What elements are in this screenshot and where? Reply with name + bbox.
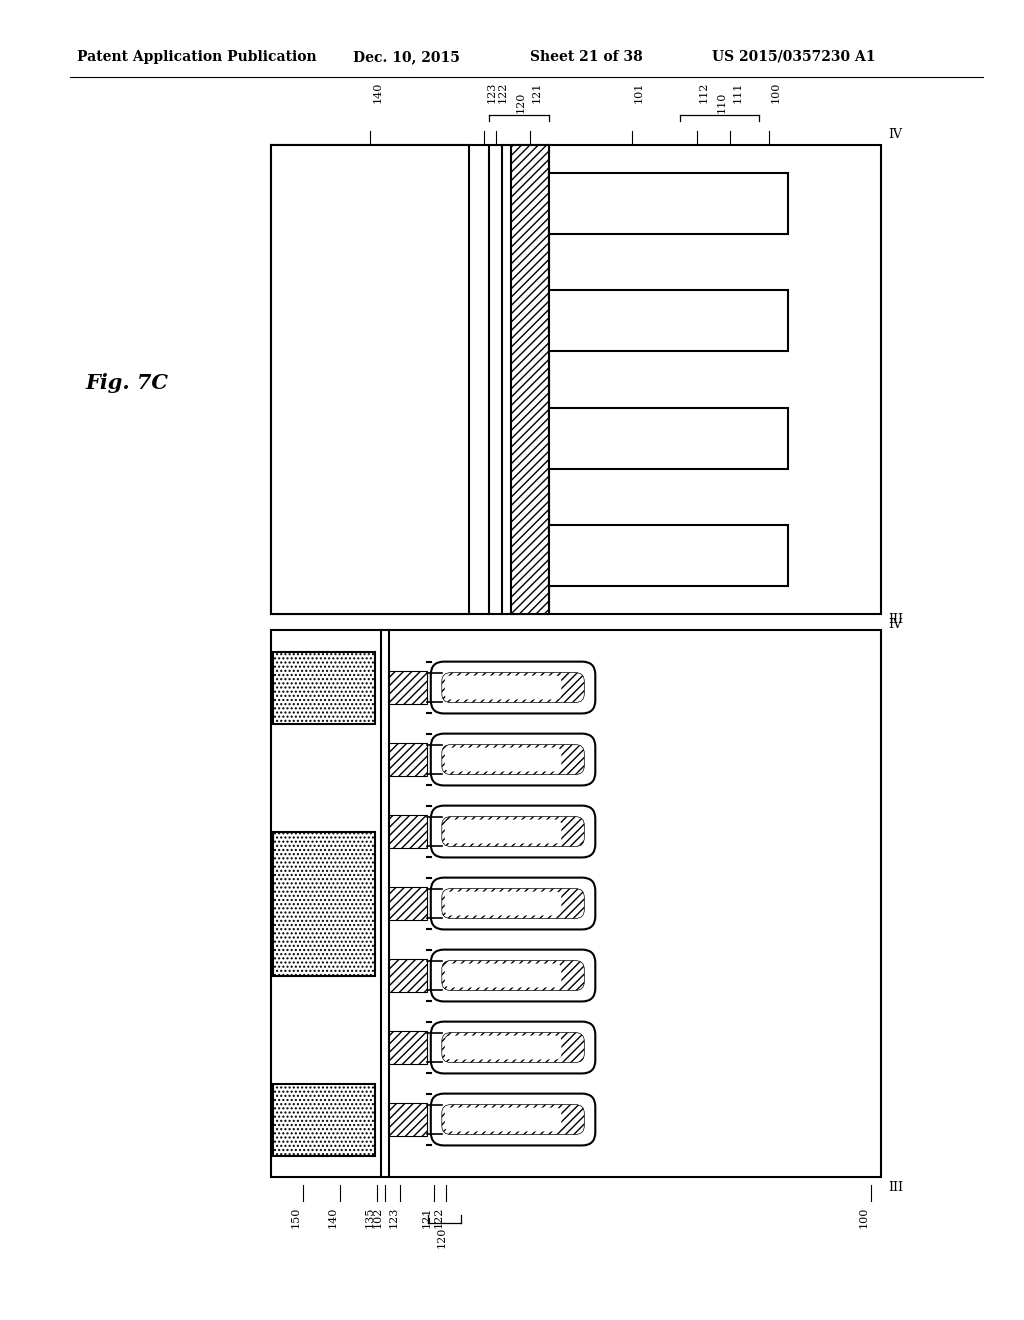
Text: 110: 110 <box>717 92 726 114</box>
Bar <box>549 173 787 234</box>
FancyBboxPatch shape <box>441 961 585 990</box>
Bar <box>389 887 427 920</box>
Text: Patent Application Publication: Patent Application Publication <box>77 50 316 63</box>
FancyBboxPatch shape <box>441 817 585 846</box>
Text: III: III <box>889 612 903 626</box>
FancyBboxPatch shape <box>441 817 585 846</box>
Text: IV: IV <box>889 128 902 141</box>
FancyBboxPatch shape <box>441 1105 585 1134</box>
Bar <box>389 816 427 847</box>
Text: 135: 135 <box>365 1206 375 1228</box>
Bar <box>389 743 427 776</box>
Text: Fig. 7C: Fig. 7C <box>85 372 168 393</box>
Text: 100: 100 <box>859 1206 868 1228</box>
Bar <box>389 1104 427 1135</box>
Text: 102: 102 <box>373 1206 383 1228</box>
Text: 120: 120 <box>516 92 526 114</box>
Bar <box>549 290 787 351</box>
FancyBboxPatch shape <box>444 964 561 987</box>
Text: IV: IV <box>889 618 902 631</box>
Text: 121: 121 <box>422 1206 432 1228</box>
FancyBboxPatch shape <box>444 820 561 843</box>
Bar <box>558 533 778 577</box>
Text: 122: 122 <box>498 82 508 103</box>
Bar <box>273 652 375 723</box>
Bar <box>389 1031 427 1064</box>
FancyBboxPatch shape <box>431 734 595 785</box>
Text: 122: 122 <box>434 1206 443 1228</box>
Text: 120: 120 <box>436 1226 446 1247</box>
FancyBboxPatch shape <box>431 949 595 1002</box>
Text: 121: 121 <box>531 82 542 103</box>
Text: III: III <box>889 1181 903 1195</box>
Bar <box>558 182 778 226</box>
Text: 101: 101 <box>634 82 644 103</box>
Bar <box>549 408 787 469</box>
FancyBboxPatch shape <box>441 1032 585 1063</box>
FancyBboxPatch shape <box>441 888 585 919</box>
FancyBboxPatch shape <box>441 744 585 775</box>
FancyBboxPatch shape <box>441 961 585 990</box>
FancyBboxPatch shape <box>441 1105 585 1134</box>
FancyBboxPatch shape <box>441 888 585 919</box>
FancyBboxPatch shape <box>431 805 595 858</box>
FancyBboxPatch shape <box>444 1107 561 1131</box>
FancyBboxPatch shape <box>441 1032 585 1063</box>
Bar <box>271 630 881 1177</box>
Text: Sheet 21 of 38: Sheet 21 of 38 <box>530 50 643 63</box>
FancyBboxPatch shape <box>444 747 561 771</box>
FancyBboxPatch shape <box>431 1093 595 1146</box>
FancyBboxPatch shape <box>431 878 595 929</box>
Text: 111: 111 <box>732 82 742 103</box>
Text: 100: 100 <box>770 82 780 103</box>
FancyBboxPatch shape <box>441 673 585 702</box>
Bar <box>273 832 375 975</box>
FancyBboxPatch shape <box>444 676 561 700</box>
Bar <box>389 672 427 704</box>
FancyBboxPatch shape <box>441 673 585 702</box>
Bar <box>273 1084 375 1155</box>
FancyBboxPatch shape <box>431 661 595 714</box>
FancyBboxPatch shape <box>444 891 561 916</box>
Bar <box>271 145 469 614</box>
Bar <box>558 417 778 459</box>
FancyBboxPatch shape <box>444 1036 561 1060</box>
Text: Dec. 10, 2015: Dec. 10, 2015 <box>353 50 460 63</box>
Bar <box>511 145 549 614</box>
Text: 140: 140 <box>373 82 382 103</box>
FancyBboxPatch shape <box>441 744 585 775</box>
Text: 123: 123 <box>486 82 497 103</box>
Text: 150: 150 <box>291 1206 301 1228</box>
Text: 140: 140 <box>328 1206 338 1228</box>
Bar <box>558 300 778 342</box>
FancyBboxPatch shape <box>431 1022 595 1073</box>
Text: 112: 112 <box>698 82 709 103</box>
Text: 123: 123 <box>388 1206 398 1228</box>
Bar <box>549 525 787 586</box>
Text: US 2015/0357230 A1: US 2015/0357230 A1 <box>712 50 876 63</box>
Bar <box>389 960 427 991</box>
Bar <box>271 145 881 614</box>
